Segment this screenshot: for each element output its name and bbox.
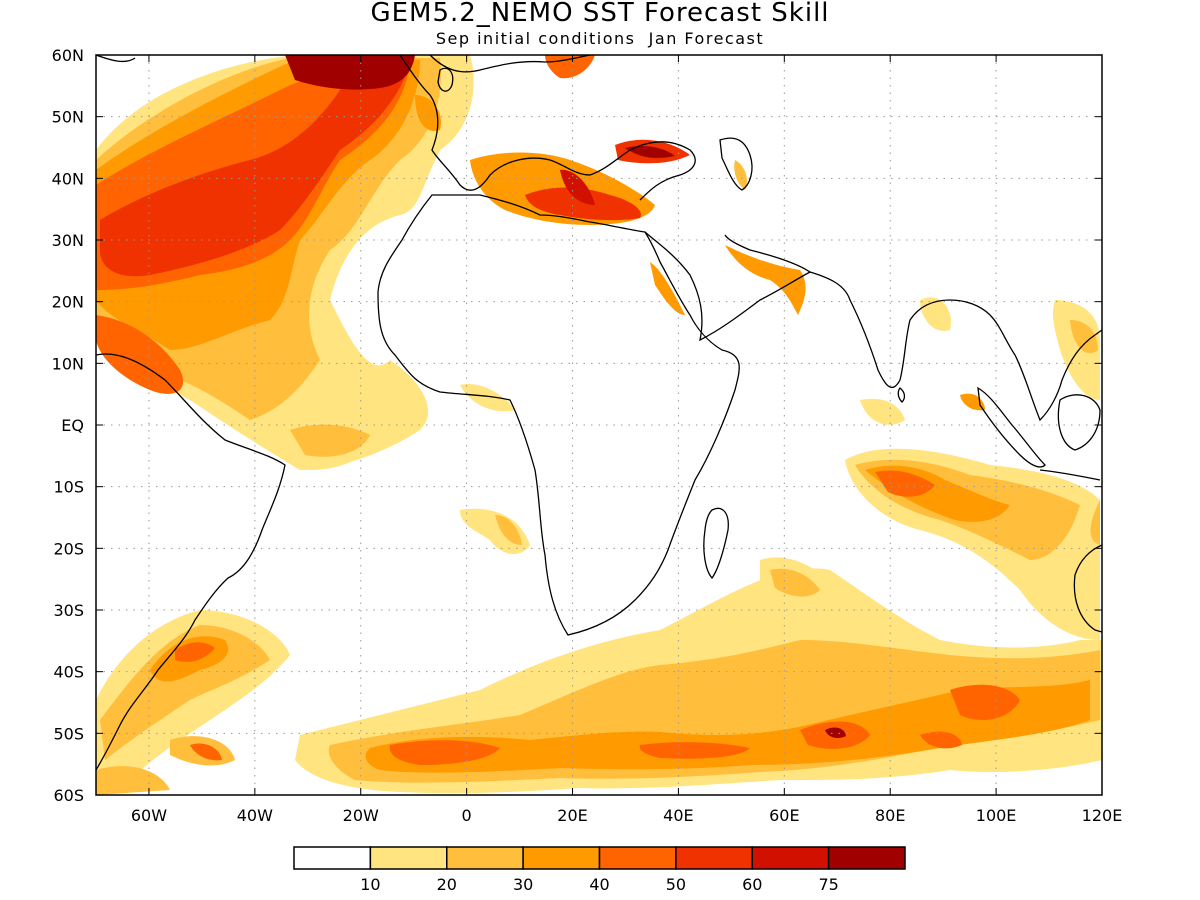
map-title: GEM5.2_NEMO SST Forecast Skill: [370, 0, 830, 28]
madagascar-coastline: [703, 507, 729, 580]
lon-tick-label: 120E: [1082, 806, 1123, 825]
lat-tick-label: EQ: [61, 416, 84, 435]
colorbar-swatch: [751, 846, 830, 870]
colorbar-label: 20: [437, 875, 457, 894]
colorbar-swatch: [827, 846, 906, 870]
greenland-tip-coastline: [96, 55, 136, 63]
india-coastline: [809, 271, 991, 389]
south-atlantic-skill: [96, 610, 290, 795]
europe-coastline: [399, 55, 696, 201]
colorbar-label: 50: [666, 875, 686, 894]
lat-tick-label: 50N: [52, 108, 84, 127]
tropical-atlantic-skill: [279, 384, 530, 555]
lon-tick-label: 40E: [663, 806, 693, 825]
colorbar-label: 60: [742, 875, 762, 894]
lon-tick-label: 40W: [237, 806, 273, 825]
lon-tick-label: 60E: [769, 806, 799, 825]
colorbar: 10 20 30 40 50 60 75: [293, 846, 906, 894]
java-coastline: [1039, 469, 1101, 481]
colorbar-swatch: [369, 846, 448, 870]
lon-tick-label: 0: [462, 806, 472, 825]
lon-tick-label: 80E: [875, 806, 905, 825]
lat-tick-label: 60S: [53, 786, 84, 805]
map-subtitle: Sep initial conditions Jan Forecast: [435, 29, 765, 48]
lon-tick-label: 100E: [976, 806, 1017, 825]
lat-tick-label: 40S: [53, 663, 84, 682]
lat-tick-label: 30S: [53, 601, 84, 620]
coastlines: [96, 55, 1102, 771]
lat-tick-label: 10S: [53, 478, 84, 497]
lon-tick-label: 60W: [131, 806, 167, 825]
lat-tick-label: 30N: [52, 231, 84, 250]
borneo-coastline: [1057, 394, 1101, 451]
colorbar-label: 10: [360, 875, 380, 894]
lon-tick-label: 20E: [557, 806, 587, 825]
australia-coastline: [1073, 544, 1102, 633]
british-isles-coastline: [437, 67, 454, 92]
lat-tick-label: 60N: [52, 46, 84, 65]
indian-ocean-skill: [760, 297, 1100, 640]
latitude-axis: 60N 50N 40N 30N 20N 10N EQ 10S 20S 30S 40S 50S 60S: [52, 46, 1102, 805]
colorbar-swatch: [598, 846, 677, 870]
arabia-coastline: [644, 231, 812, 342]
lat-tick-label: 20S: [53, 539, 84, 558]
sri-lanka-coastline: [897, 387, 906, 403]
skill-shading: [96, 55, 1102, 795]
colorbar-label: 75: [818, 875, 838, 894]
sumatra-coastline: [977, 386, 1046, 468]
lon-tick-label: 20W: [343, 806, 379, 825]
colorbar-swatch: [675, 846, 753, 870]
grid-lines: [96, 55, 1102, 795]
southeast-asia-coastline: [989, 314, 1102, 422]
south-america-coastline: [96, 353, 286, 771]
colorbar-swatch: [522, 846, 601, 870]
africa-coastline: [377, 194, 740, 636]
lat-tick-label: 20N: [52, 293, 84, 312]
colorbar-label: 30: [513, 875, 533, 894]
caspian-coastline: [719, 137, 753, 191]
europe-north-coastline: [429, 55, 591, 73]
colorbar-swatch: [446, 846, 524, 870]
longitude-axis: 60W 40W 20W 0 20E 40E 60E 80E 100E 120E: [131, 55, 1122, 825]
southern-ocean-skill: [295, 568, 1102, 794]
colorbar-swatch: [293, 846, 372, 870]
lat-tick-label: 50S: [53, 724, 84, 743]
lat-tick-label: 40N: [52, 169, 84, 188]
north-atlantic-skill: [96, 55, 474, 470]
colorbar-label: 40: [589, 875, 609, 894]
lat-tick-label: 10N: [52, 354, 84, 373]
